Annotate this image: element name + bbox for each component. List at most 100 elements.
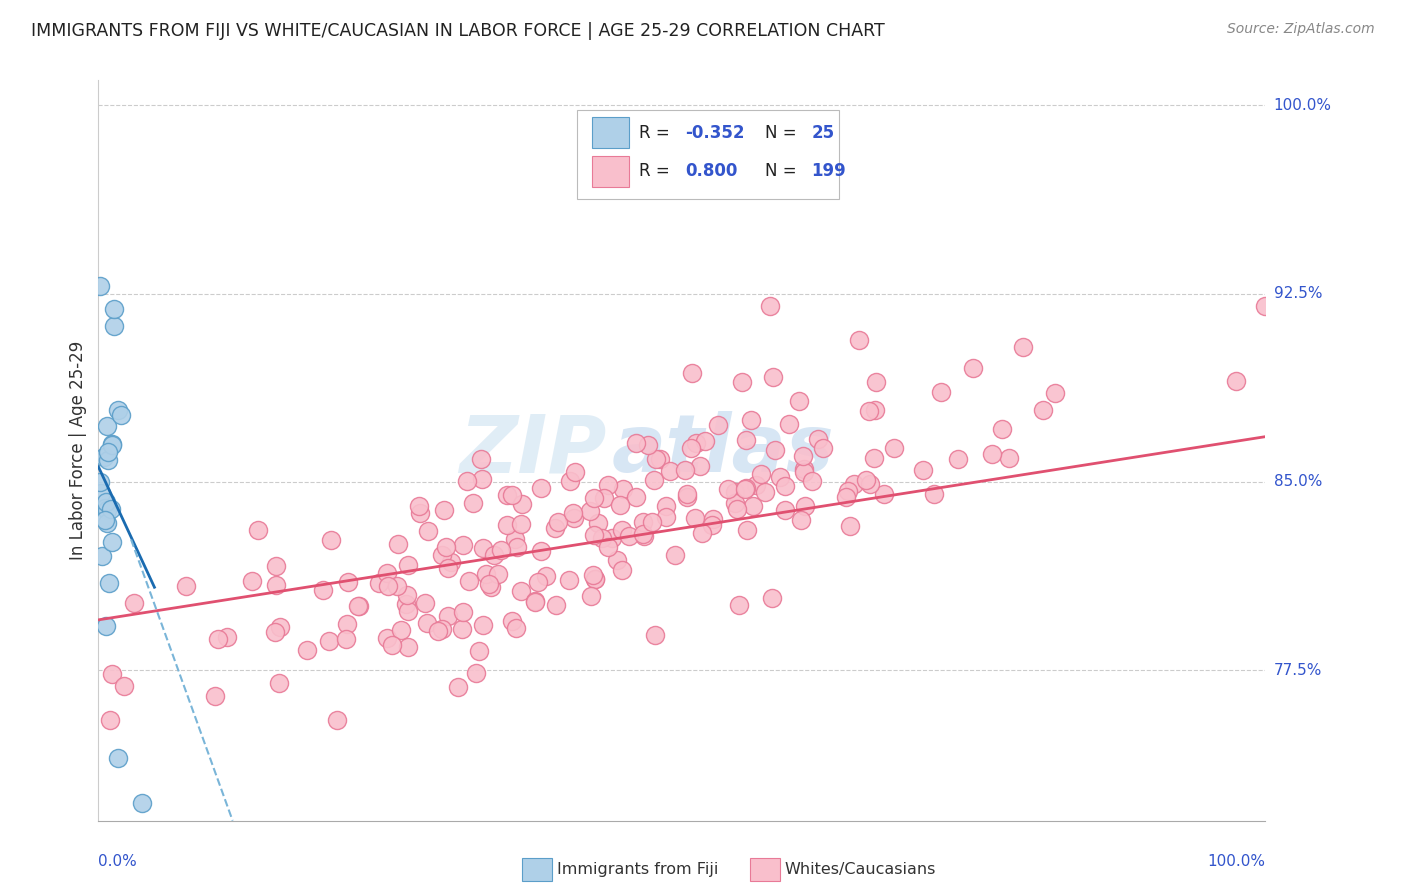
Point: [837, 484, 859, 499]
Point: [510, 584, 533, 599]
Point: [610, 523, 633, 537]
Point: [94, 501, 117, 516]
Text: Whites/Caucasians: Whites/Caucasians: [785, 862, 936, 877]
Point: [451, 605, 474, 619]
Point: [794, 499, 817, 513]
Point: [735, 523, 758, 537]
Point: [792, 449, 814, 463]
Text: 0.800: 0.800: [685, 162, 738, 180]
Point: [990, 422, 1012, 436]
Text: atlas: atlas: [612, 411, 835, 490]
Point: [762, 369, 785, 384]
Point: [479, 580, 502, 594]
Point: [89, 279, 111, 293]
Text: IMMIGRANTS FROM FIJI VS WHITE/CAUCASIAN IN LABOR FORCE | AGE 25-29 CORRELATION C: IMMIGRANTS FROM FIJI VS WHITE/CAUCASIAN …: [31, 22, 884, 40]
Point: [962, 361, 984, 376]
Text: 199: 199: [811, 162, 846, 180]
Point: [319, 533, 342, 547]
Point: [560, 474, 582, 488]
Point: [702, 512, 724, 526]
Point: [759, 299, 782, 313]
FancyBboxPatch shape: [592, 118, 630, 148]
Point: [717, 482, 740, 496]
Point: [681, 441, 703, 455]
Point: [749, 467, 772, 481]
Point: [605, 553, 627, 567]
Point: [592, 491, 614, 505]
Point: [948, 452, 970, 467]
Point: [367, 576, 389, 591]
Point: [96, 516, 118, 530]
Point: [396, 604, 419, 618]
Point: [470, 452, 492, 467]
Point: [91, 549, 114, 564]
Point: [501, 488, 523, 502]
Point: [631, 526, 654, 541]
Point: [859, 477, 882, 491]
Point: [90, 485, 112, 500]
Point: [174, 579, 197, 593]
Point: [787, 394, 810, 409]
Point: [579, 590, 602, 604]
Point: [395, 597, 418, 611]
Point: [471, 472, 494, 486]
Point: [848, 334, 870, 348]
Point: [790, 513, 813, 527]
Point: [685, 511, 707, 525]
Point: [426, 624, 449, 638]
Point: [447, 680, 470, 694]
Point: [530, 481, 553, 495]
Point: [546, 598, 568, 612]
FancyBboxPatch shape: [576, 110, 839, 199]
Point: [396, 640, 419, 655]
Point: [1254, 299, 1277, 313]
Point: [318, 634, 340, 648]
Point: [486, 567, 509, 582]
Point: [503, 532, 526, 546]
Point: [377, 579, 399, 593]
Point: [754, 484, 776, 499]
Point: [929, 384, 952, 399]
Text: Immigrants from Fiji: Immigrants from Fiji: [557, 862, 718, 877]
Point: [349, 599, 371, 614]
Point: [612, 482, 634, 496]
Point: [681, 366, 703, 380]
Point: [101, 534, 124, 549]
Text: N =: N =: [765, 162, 801, 180]
Point: [524, 594, 547, 608]
Point: [728, 599, 751, 613]
Point: [744, 478, 766, 492]
Point: [724, 484, 747, 499]
Point: [807, 433, 830, 447]
Y-axis label: In Labor Force | Age 25-29: In Labor Force | Age 25-29: [69, 341, 87, 560]
Point: [596, 478, 619, 492]
FancyBboxPatch shape: [749, 858, 780, 881]
Point: [673, 462, 696, 476]
Point: [295, 643, 318, 657]
Point: [437, 608, 460, 623]
Text: 77.5%: 77.5%: [1274, 663, 1322, 678]
Point: [506, 541, 529, 555]
Point: [811, 442, 834, 456]
Point: [495, 517, 517, 532]
Point: [530, 544, 553, 558]
Point: [501, 614, 523, 628]
Point: [103, 301, 125, 316]
Point: [863, 403, 886, 417]
Text: R =: R =: [638, 124, 675, 142]
Point: [763, 442, 786, 457]
Point: [562, 510, 585, 524]
Text: 100.0%: 100.0%: [1208, 854, 1265, 869]
Point: [734, 483, 756, 497]
Point: [458, 574, 481, 588]
Point: [1011, 340, 1033, 354]
Point: [122, 596, 145, 610]
Text: 100.0%: 100.0%: [1274, 98, 1331, 113]
Point: [1225, 375, 1247, 389]
Point: [724, 496, 747, 510]
Point: [204, 689, 226, 703]
Point: [107, 403, 129, 417]
Point: [981, 447, 1004, 461]
Point: [544, 521, 567, 535]
FancyBboxPatch shape: [592, 156, 630, 187]
